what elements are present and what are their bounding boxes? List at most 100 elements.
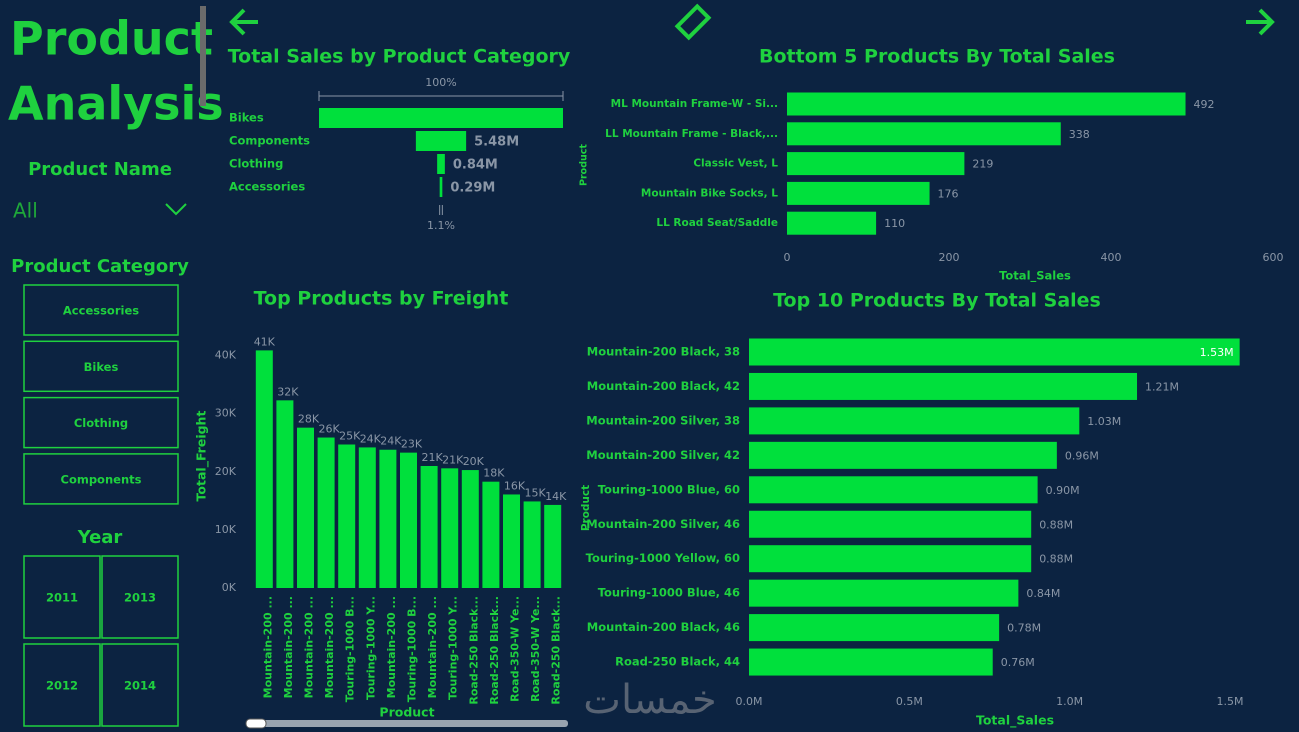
scrollbar[interactable] <box>246 720 568 727</box>
bar[interactable] <box>297 427 314 588</box>
funnel-bar[interactable] <box>415 131 467 151</box>
dropdown-icon[interactable] <box>165 203 187 216</box>
x-tick-label: Touring-1000 Y... <box>364 596 377 700</box>
slicer-button[interactable] <box>23 643 101 727</box>
slicer-button[interactable] <box>23 453 179 505</box>
bar[interactable] <box>338 444 356 588</box>
value-label: 176 <box>938 187 959 200</box>
category-label: Mountain-200 Black, 42 <box>587 379 740 393</box>
value-label: 1.53M <box>1200 346 1234 359</box>
slicer-button-label: 2012 <box>46 679 78 693</box>
x-tick-label: 1.0M <box>1056 695 1083 708</box>
x-tick-label: Road-350-W Ye... <box>529 596 542 702</box>
bar[interactable] <box>787 211 877 235</box>
category-label: Bikes <box>229 111 264 125</box>
bar[interactable] <box>461 470 479 588</box>
bar[interactable] <box>255 350 273 588</box>
x-tick-label: Road-250 Black... <box>488 596 501 705</box>
slicer-button[interactable] <box>23 340 179 393</box>
x-tick-label: Mountain-200 ... <box>303 596 316 698</box>
value-label: 21K <box>421 451 443 464</box>
category-label: Accessories <box>229 180 305 194</box>
category-label: Touring-1000 Yellow, 60 <box>586 551 740 565</box>
slicer-button[interactable] <box>101 643 179 727</box>
slicer-value[interactable]: All <box>13 199 38 223</box>
bar[interactable] <box>523 501 541 588</box>
eraser-icon[interactable] <box>674 3 712 41</box>
funnel-bottom-label: 1.1% <box>427 219 455 232</box>
slicer-button[interactable] <box>101 555 179 639</box>
value-label: 219 <box>972 158 993 171</box>
value-label: 18K <box>483 467 505 480</box>
bar[interactable] <box>420 466 438 588</box>
bar[interactable] <box>317 437 335 588</box>
x-tick-label: Mountain-200 ... <box>426 596 439 698</box>
value-label: 0.90M <box>1046 484 1080 497</box>
slicer-label: Year <box>77 527 123 548</box>
category-label: Components <box>229 134 310 148</box>
bar[interactable] <box>749 545 1032 573</box>
bar[interactable] <box>400 452 417 588</box>
bar[interactable] <box>379 449 397 588</box>
slicer-button-label: Components <box>61 472 142 486</box>
value-label: 15K <box>524 486 546 499</box>
bar[interactable] <box>749 441 1057 469</box>
value-label: 24K <box>380 435 402 448</box>
funnel-bar[interactable] <box>437 154 445 174</box>
value-label: 0.84M <box>1026 587 1060 600</box>
bar[interactable] <box>482 481 500 588</box>
funnel-top-label: 100% <box>425 76 456 89</box>
category-label: Mountain-200 Silver, 38 <box>586 413 740 427</box>
bar[interactable] <box>749 407 1080 435</box>
value-label: 0.76M <box>1001 656 1035 669</box>
category-label: LL Mountain Frame - Black,... <box>605 128 778 140</box>
value-label: 1.03M <box>1087 415 1121 428</box>
bar[interactable] <box>749 579 1019 607</box>
bar[interactable] <box>787 122 1061 146</box>
bar[interactable] <box>749 338 1240 366</box>
value-label: 492 <box>1194 98 1215 111</box>
slicer-button[interactable] <box>23 396 179 449</box>
bar[interactable] <box>749 476 1038 504</box>
back-button[interactable] <box>229 8 258 36</box>
x-tick-label: Mountain-200 ... <box>323 596 336 698</box>
value-label: 21K <box>442 453 464 466</box>
value-label: 1.21M <box>1145 380 1179 393</box>
bar[interactable] <box>503 494 520 588</box>
bar[interactable] <box>749 510 1032 538</box>
bar[interactable] <box>787 181 930 205</box>
bar[interactable] <box>787 152 965 176</box>
slicer-button[interactable] <box>23 284 179 336</box>
bar[interactable] <box>544 504 562 588</box>
slicer-button[interactable] <box>23 555 101 639</box>
x-axis-label: Total_Sales <box>976 713 1054 729</box>
funnel-bar[interactable] <box>319 108 563 128</box>
bar[interactable] <box>749 372 1138 400</box>
value-label: 0.96M <box>1065 449 1099 462</box>
y-tick-label: 0K <box>222 581 237 594</box>
chart-title: Top Products by Freight <box>254 288 509 310</box>
value-label: 338 <box>1069 128 1090 141</box>
funnel-bar[interactable] <box>439 177 443 197</box>
x-tick-label: Touring-1000 B... <box>406 596 419 702</box>
category-label: Mountain-200 Silver, 42 <box>586 448 740 462</box>
bar[interactable] <box>749 614 1000 642</box>
scroll-thumb[interactable] <box>245 718 267 729</box>
page-title: Product <box>10 12 213 66</box>
category-label: Mountain Bike Socks, L <box>641 187 778 199</box>
bar[interactable] <box>787 92 1186 116</box>
bar[interactable] <box>441 468 459 588</box>
slicer-button-label: 2011 <box>46 591 78 605</box>
chart-title: Total Sales by Product Category <box>228 46 571 68</box>
forward-button[interactable] <box>1246 8 1275 36</box>
x-tick-label: Road-250 Black... <box>550 596 563 705</box>
bar[interactable] <box>358 447 376 588</box>
category-label: Mountain-200 Silver, 46 <box>586 517 740 531</box>
bar[interactable] <box>749 648 993 676</box>
y-tick-label: 30K <box>215 407 237 420</box>
value-label: 0.88M <box>1039 553 1073 566</box>
bar[interactable] <box>276 400 294 588</box>
x-tick-label: Touring-1000 Y... <box>447 596 460 700</box>
value-label: 0.84M <box>453 158 498 173</box>
x-tick-label: Mountain-200 ... <box>282 596 295 698</box>
